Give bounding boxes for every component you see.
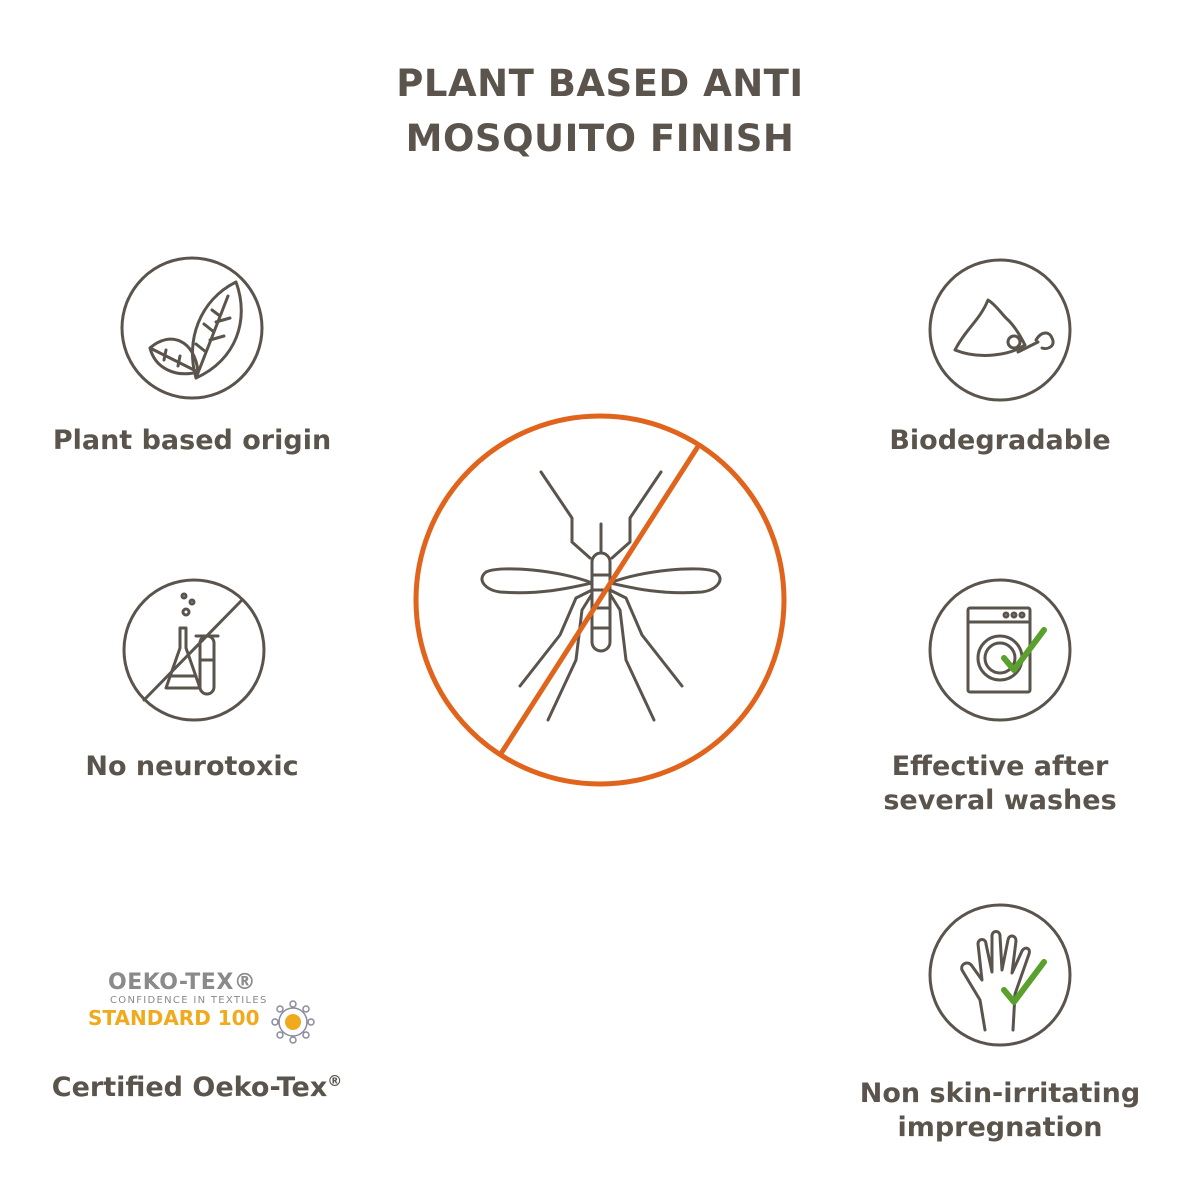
feature-no-neurotoxic: No neurotoxic xyxy=(85,751,299,782)
oeko-tex-logo: OEKO-TEX® CONFIDENCE IN TEXTILES STANDAR… xyxy=(88,970,328,1030)
feature-plant-based: Plant based origin xyxy=(52,425,332,456)
feature-biodegradable: Biodegradable xyxy=(889,425,1111,456)
title-line-2: MOSQUITO FINISH xyxy=(405,117,795,160)
leaves-icon xyxy=(120,256,264,400)
page-title: PLANT BASED ANTI MOSQUITO FINISH xyxy=(396,56,803,166)
label-line-2: several washes xyxy=(883,785,1117,816)
registered-mark: ® xyxy=(327,1072,343,1090)
oeko-tex-flower-icon xyxy=(271,1000,315,1044)
label-line-1: Non skin-irritating xyxy=(859,1078,1141,1109)
feature-effective-washes: Effective after several washes xyxy=(883,750,1116,818)
feature-oeko-tex: Certified Oeko-Tex® xyxy=(52,1064,343,1105)
feature-non-irritating: Non skin-irritating impregnation xyxy=(860,1077,1140,1145)
title-line-1: PLANT BASED ANTI xyxy=(396,62,804,105)
label-line-1: Effective after xyxy=(891,751,1109,782)
oeko-standard: STANDARD 100 xyxy=(88,1006,260,1030)
label-text: Certified Oeko-Tex xyxy=(51,1072,328,1103)
hand-check-icon xyxy=(928,903,1072,1047)
washing-machine-check-icon xyxy=(928,578,1072,722)
no-mosquito-icon xyxy=(413,413,787,787)
label-line-2: impregnation xyxy=(897,1112,1103,1143)
oeko-name: OEKO-TEX® xyxy=(108,970,257,995)
no-chemicals-icon xyxy=(122,578,266,722)
compost-icon xyxy=(928,258,1072,402)
oeko-tagline: CONFIDENCE IN TEXTILES xyxy=(110,995,268,1006)
